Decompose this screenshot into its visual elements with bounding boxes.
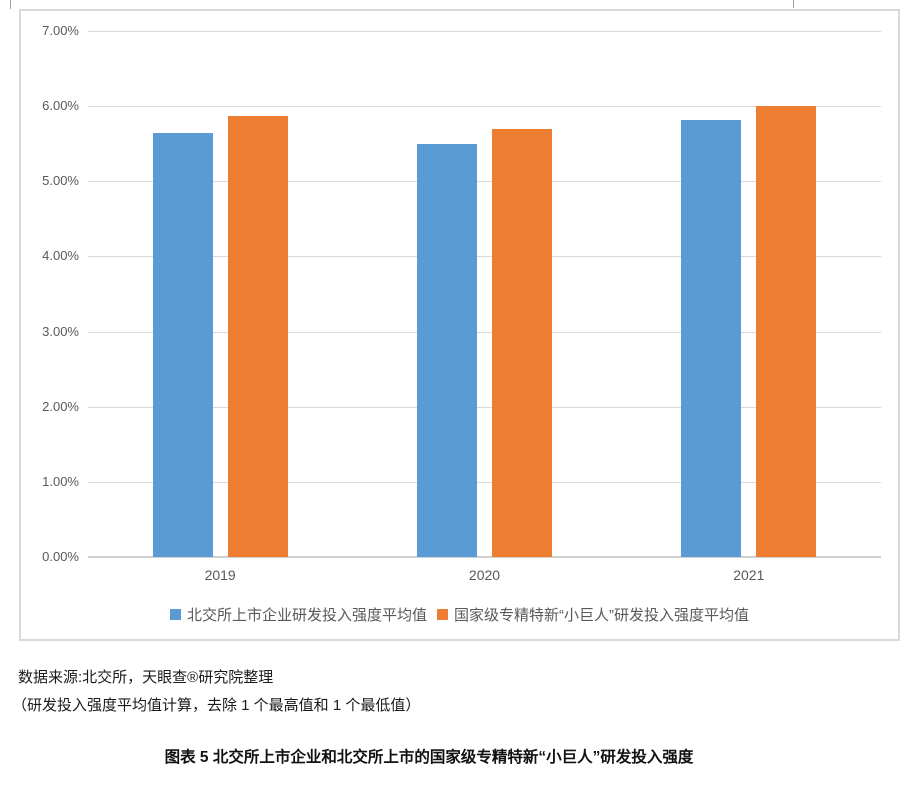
legend-swatch-icon [437, 609, 448, 620]
y-tick-label: 4.00% [42, 248, 79, 264]
gridline [88, 331, 881, 333]
y-tick-label: 2.00% [42, 398, 79, 414]
y-tick-label: 6.00% [42, 98, 79, 114]
gridline [88, 406, 881, 408]
y-tick-label: 1.00% [42, 473, 79, 489]
data-source-note: 数据来源:北交所，天眼查®研究院整理 [18, 669, 274, 686]
gridline [88, 481, 881, 483]
bar-2020-series2 [492, 129, 552, 557]
bar-2019-series1 [152, 133, 213, 557]
bar-2020-series1 [417, 144, 477, 557]
legend-label: 国家级专精特新“小巨人”研发投入强度平均值 [454, 607, 749, 624]
bar-2019-series2 [227, 115, 288, 557]
x-tick-label: 2019 [204, 567, 236, 583]
bar-2021-series2 [756, 106, 817, 557]
gridline [88, 256, 881, 258]
y-tick-label: 7.00% [42, 23, 79, 38]
legend-swatch-icon [169, 609, 181, 620]
x-tick-label: 2021 [733, 567, 765, 583]
y-tick-label: 3.00% [42, 323, 79, 339]
y-tick-label: 5.00% [42, 173, 79, 189]
x-axis-line [88, 556, 881, 558]
table-border-remnant-left [10, 0, 11, 9]
legend-item-series2: 国家级专精特新“小巨人”研发投入强度平均值 [437, 604, 749, 625]
x-tick-label: 2020 [468, 567, 501, 583]
chart-frame: 0.00% 1.00% 2.00% 3.00% 4.00% 5.00% 6.00% 7.00%… [19, 9, 900, 641]
legend-item-series1: 北交所上市企业研发投入强度平均值 [169, 604, 427, 625]
gridline [88, 181, 881, 183]
method-note: （研发投入强度平均值计算，去除 1 个最高值和 1 个最低值） [12, 697, 421, 714]
chart-legend: 北交所上市企业研发投入强度平均值 国家级专精特新“小巨人”研发投入强度平均值 [21, 604, 898, 625]
figure-caption: 图表 5 北交所上市企业和北交所上市的国家级专精特新“小巨人”研发投入强度 [164, 749, 694, 766]
gridline [88, 31, 881, 32]
legend-label: 北交所上市企业研发投入强度平均值 [186, 607, 427, 624]
bar-2021-series1 [681, 120, 742, 557]
table-border-remnant-right [793, 0, 794, 8]
gridline [88, 106, 881, 108]
y-tick-label: 0.00% [42, 549, 79, 564]
